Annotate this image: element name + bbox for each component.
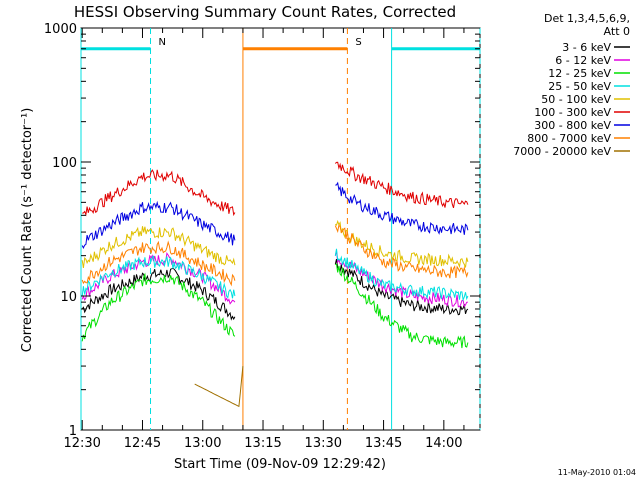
y-tick-label: 1000	[44, 22, 77, 37]
series-line	[81, 200, 236, 250]
legend-entry-label: 300 - 800 keV	[534, 119, 611, 132]
y-tick-label: 10	[60, 290, 77, 305]
series-line	[81, 226, 236, 268]
series-line	[334, 224, 469, 279]
series-line	[334, 248, 469, 302]
series-line	[81, 255, 236, 299]
series-line	[335, 263, 469, 349]
legend-title: Att 0	[604, 25, 630, 38]
legend-title: Det 1,3,4,5,6,9,	[544, 12, 630, 25]
series-line	[334, 250, 468, 308]
x-axis: 12:30 12:45 13:00 13:15 13:30 13:45 14:00	[63, 28, 465, 451]
x-tick-label: 13:00	[184, 436, 221, 451]
x-axis-label: Start Time (09-Nov-09 12:29:42)	[174, 457, 386, 472]
series-line	[81, 272, 236, 342]
series-line	[334, 161, 469, 209]
series-layer	[81, 161, 469, 408]
x-tick-label: 12:30	[63, 436, 100, 451]
chart-title: HESSI Observing Summary Count Rates, Cor…	[74, 3, 456, 21]
series-line	[335, 219, 469, 269]
legend-entry-label: 6 - 12 keV	[555, 54, 611, 67]
y-tick-label: 1	[69, 424, 77, 439]
series-line	[81, 267, 236, 321]
x-tick-label: 14:00	[425, 436, 462, 451]
annotation-label: N	[159, 37, 166, 48]
x-tick-label: 13:30	[305, 436, 342, 451]
series-line	[335, 181, 469, 235]
legend-entry-label: 7000 - 20000 keV	[513, 145, 611, 158]
y-tick-label: 100	[52, 156, 77, 171]
legend-entry-label: 3 - 6 keV	[562, 41, 611, 54]
y-axis-label: Corrected Count Rate (s⁻¹ detector⁻¹)	[20, 108, 35, 353]
x-tick-label: 12:45	[124, 436, 161, 451]
x-tick-label: 13:45	[365, 436, 402, 451]
x-tick-label: 13:15	[244, 436, 281, 451]
legend-entry-label: 25 - 50 keV	[548, 80, 611, 93]
legend-entry-label: 12 - 25 keV	[548, 67, 611, 80]
legend-entry-label: 50 - 100 keV	[541, 93, 611, 106]
series-line	[82, 169, 236, 217]
annotation-label: S	[355, 37, 361, 48]
legend-entry-label: 800 - 7000 keV	[527, 132, 611, 145]
legend-entry-label: 100 - 300 keV	[534, 106, 611, 119]
y-axis: 1 10 100 1000	[44, 22, 480, 439]
series-line	[194, 366, 244, 408]
series-line	[81, 240, 236, 287]
footer-timestamp: 11-May-2010 01:04	[558, 468, 636, 477]
